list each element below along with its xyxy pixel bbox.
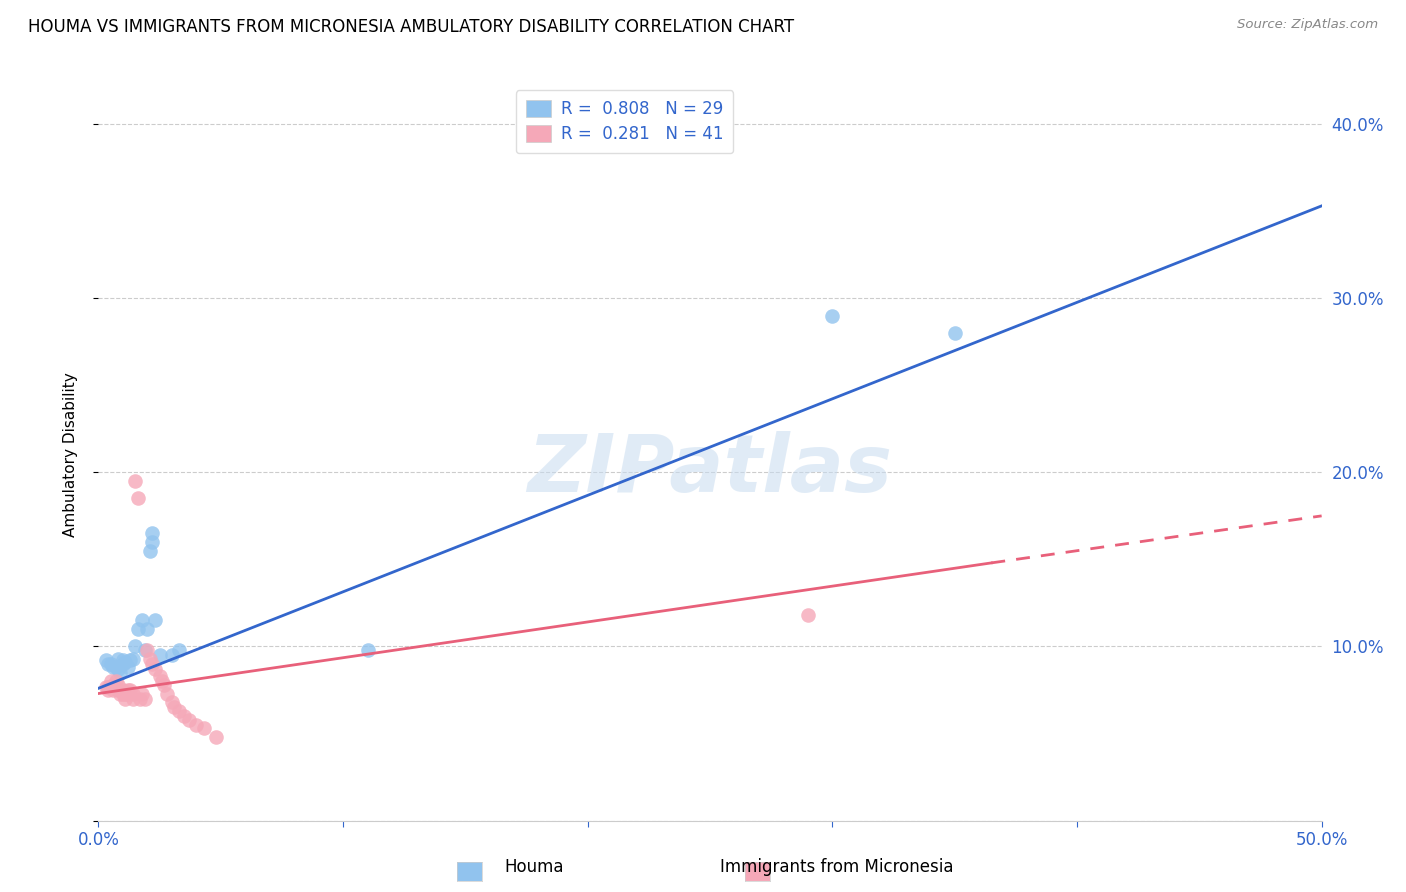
Point <box>821 309 844 323</box>
Point <box>117 683 139 698</box>
Point <box>94 680 117 694</box>
Point <box>356 643 378 657</box>
Point <box>124 474 146 488</box>
Point <box>100 657 122 671</box>
Point <box>97 657 120 671</box>
Point <box>167 704 190 718</box>
Point <box>94 653 117 667</box>
Point <box>143 613 166 627</box>
Point <box>143 662 166 676</box>
Text: Houma: Houma <box>505 858 564 876</box>
Point <box>127 622 149 636</box>
Point <box>114 655 136 669</box>
Text: HOUMA VS IMMIGRANTS FROM MICRONESIA AMBULATORY DISABILITY CORRELATION CHART: HOUMA VS IMMIGRANTS FROM MICRONESIA AMBU… <box>28 18 794 36</box>
Point <box>150 674 173 689</box>
Point <box>101 683 124 698</box>
Point <box>110 665 132 680</box>
Point <box>943 326 966 340</box>
Point <box>114 686 136 700</box>
Point <box>97 683 120 698</box>
Point <box>167 643 190 657</box>
Point <box>134 643 156 657</box>
Point <box>134 691 156 706</box>
Point <box>104 660 127 674</box>
Point <box>136 643 159 657</box>
Point <box>121 651 143 665</box>
Point <box>110 686 132 700</box>
Point <box>117 686 139 700</box>
Point <box>120 683 142 698</box>
Point <box>121 691 143 706</box>
Point <box>107 683 129 698</box>
Point <box>149 669 172 683</box>
Point <box>153 678 176 692</box>
Point <box>124 640 146 654</box>
Point <box>107 651 129 665</box>
Point <box>160 695 183 709</box>
Point <box>139 651 162 665</box>
Point <box>129 691 152 706</box>
Point <box>156 686 179 700</box>
Text: Immigrants from Micronesia: Immigrants from Micronesia <box>720 858 953 876</box>
Legend: R =  0.808   N = 29, R =  0.281   N = 41: R = 0.808 N = 29, R = 0.281 N = 41 <box>516 90 733 153</box>
Point <box>107 678 129 692</box>
Point <box>111 653 134 667</box>
Point <box>111 657 134 671</box>
Point <box>121 686 143 700</box>
Point <box>100 674 122 689</box>
Point <box>131 613 153 627</box>
Point <box>141 526 163 541</box>
Point <box>177 713 200 727</box>
Point <box>193 722 215 736</box>
Point <box>205 730 228 744</box>
Point <box>141 535 163 549</box>
Point <box>141 657 163 671</box>
Y-axis label: Ambulatory Disability: Ambulatory Disability <box>63 373 77 537</box>
Point <box>107 662 129 676</box>
Point <box>131 686 153 700</box>
Point <box>104 674 127 689</box>
Point <box>117 660 139 674</box>
Point <box>97 680 120 694</box>
Text: Source: ZipAtlas.com: Source: ZipAtlas.com <box>1237 18 1378 31</box>
Text: ZIPatlas: ZIPatlas <box>527 431 893 508</box>
Point <box>797 608 820 623</box>
Point <box>186 718 208 732</box>
Point <box>149 648 172 663</box>
Point <box>111 686 134 700</box>
Point <box>120 653 142 667</box>
Point <box>101 660 124 674</box>
Point <box>139 543 162 558</box>
Point <box>173 709 195 723</box>
Point <box>163 700 186 714</box>
Point <box>114 691 136 706</box>
Point <box>160 648 183 663</box>
Point <box>136 622 159 636</box>
Point <box>101 678 124 692</box>
Point <box>127 491 149 506</box>
Point <box>111 683 134 698</box>
